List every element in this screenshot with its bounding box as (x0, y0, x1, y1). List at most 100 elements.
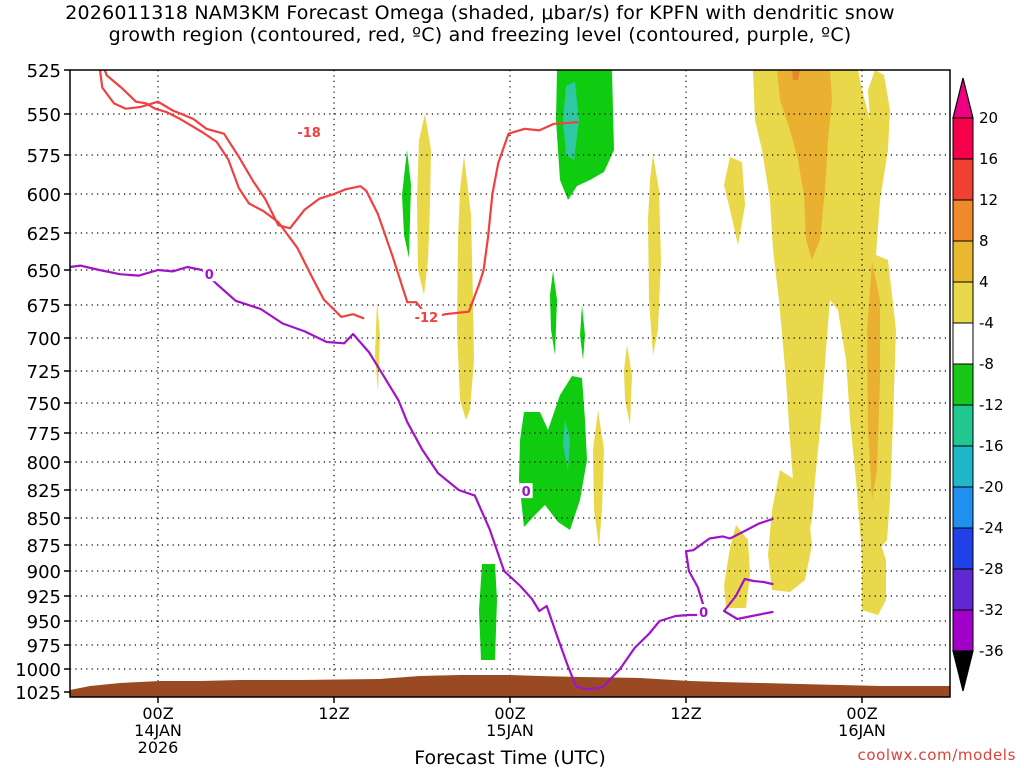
contour-label-bg (519, 483, 533, 499)
omega-region-yellow (417, 114, 431, 295)
omega-region-yellow (724, 157, 745, 245)
x-tick-date: 16JAN (838, 721, 886, 740)
x-tick-date: 15JAN (486, 721, 534, 740)
y-axis: 525 550 575 600 625 650 675 700 725 750 775 800 825 8… (15, 61, 70, 704)
y-tick-label: 600 (27, 185, 61, 206)
colorbar-swatch (952, 363, 974, 406)
y-tick-label: 900 (27, 562, 61, 583)
y-tick-label: 750 (27, 394, 61, 415)
contour-line (684, 550, 705, 608)
omega-region-yellow (768, 470, 812, 592)
x-tick-label: 00Z (494, 704, 525, 723)
colorbar-swatch (952, 199, 974, 242)
omega-region-teal (563, 420, 570, 470)
colorbar-label: 8 (979, 232, 989, 250)
contour-line (684, 518, 774, 553)
colorbar-label: -12 (979, 396, 1004, 414)
omega-region-orange (792, 70, 800, 80)
x-tick-label: 00Z (142, 704, 173, 723)
y-tick-label: 1000 (15, 660, 61, 681)
contour-label: 0 (699, 606, 708, 621)
contour-label-bg (202, 266, 216, 282)
omega-region-teal (563, 82, 579, 160)
contour-label: 0 (205, 268, 214, 283)
y-tick-label: 650 (27, 261, 61, 282)
y-tick-label: 950 (27, 612, 61, 633)
omega-region-yellow (862, 540, 886, 615)
contour-label-bg (697, 604, 711, 619)
contour-line (473, 494, 699, 691)
x-tick-label: 12Z (318, 704, 349, 723)
colorbar-swatch (952, 568, 974, 611)
omega-region-yellow (724, 525, 750, 608)
colorbar-label: -4 (979, 314, 994, 332)
contour-label-bg (410, 308, 442, 324)
y-tick-label: 800 (27, 453, 61, 474)
x-tick-date: 14JAN (134, 721, 182, 740)
colorbar-top-arrow (952, 77, 974, 119)
contour-label: 0 (522, 485, 531, 500)
omega-region-yellow (753, 70, 896, 555)
y-tick-label: 925 (27, 587, 61, 608)
y-tick-label: 525 (27, 61, 61, 82)
colorbar-label: -20 (979, 478, 1004, 496)
contour-labels: -18 -12 0 0 0 (202, 124, 711, 621)
colorbar-bottom-arrow (952, 650, 974, 692)
y-tick-label: 550 (27, 105, 61, 126)
chart-title-line2: growth region (contoured, red, ºC) and f… (108, 24, 852, 46)
omega-region-yellow (624, 345, 632, 425)
colorbar-swatch (952, 240, 974, 283)
x-tick-year: 2026 (138, 738, 179, 757)
contour-line (70, 264, 476, 497)
x-tick-label: 12Z (670, 704, 701, 723)
colorbar-label: -32 (979, 601, 1004, 619)
colorbar: 20 16 12 8 4 -4 -8 -12 -16 -20 -24 -28 -32 -36 (952, 77, 1004, 692)
x-tick-label: 00Z (846, 704, 877, 723)
y-tick-label: 625 (27, 224, 61, 245)
colorbar-label: 16 (979, 150, 998, 168)
grid (70, 70, 950, 697)
colorbar-label: -28 (979, 560, 1004, 578)
x-axis-label: Forecast Time (UTC) (414, 747, 605, 768)
colorbar-swatch (952, 404, 974, 447)
omega-region-orange (867, 262, 880, 500)
contour-line (723, 609, 774, 621)
colorbar-label: -36 (979, 642, 1004, 660)
colorbar-label: 12 (979, 191, 998, 209)
credit-text: coolwx.com/models (857, 746, 1016, 764)
colorbar-label: -8 (979, 355, 994, 373)
omega-region-green (402, 150, 411, 258)
omega-region-green (550, 271, 557, 355)
colorbar-label: 20 (979, 109, 998, 127)
contour-label-bg (293, 124, 325, 140)
omega-region-green (519, 376, 587, 530)
colorbar-swatch (952, 322, 974, 365)
y-tick-label: 700 (27, 329, 61, 350)
y-tick-label: 775 (27, 424, 61, 445)
contour-label: -18 (297, 126, 321, 141)
contour-line (98, 70, 579, 320)
y-tick-label: 675 (27, 296, 61, 317)
colorbar-swatch (952, 609, 974, 652)
colorbar-label: -16 (979, 437, 1004, 455)
contour-label: -12 (415, 311, 439, 326)
y-tick-label: 975 (27, 636, 61, 657)
omega-region-yellow (648, 155, 661, 355)
y-tick-label: 850 (27, 509, 61, 530)
omega-shading (375, 70, 896, 660)
omega-region-green (580, 305, 585, 360)
omega-region-yellow (593, 410, 604, 548)
omega-region-orange (777, 70, 832, 260)
terrain-band (70, 675, 950, 697)
y-tick-label: 1025 (15, 683, 61, 704)
y-tick-label: 825 (27, 481, 61, 502)
y-tick-label: 575 (27, 146, 61, 167)
colorbar-swatch (952, 117, 974, 160)
contour-line (103, 70, 365, 320)
y-tick-label: 725 (27, 362, 61, 383)
colorbar-swatch (952, 281, 974, 324)
omega-region-yellow (457, 156, 474, 420)
terrain (70, 675, 950, 697)
